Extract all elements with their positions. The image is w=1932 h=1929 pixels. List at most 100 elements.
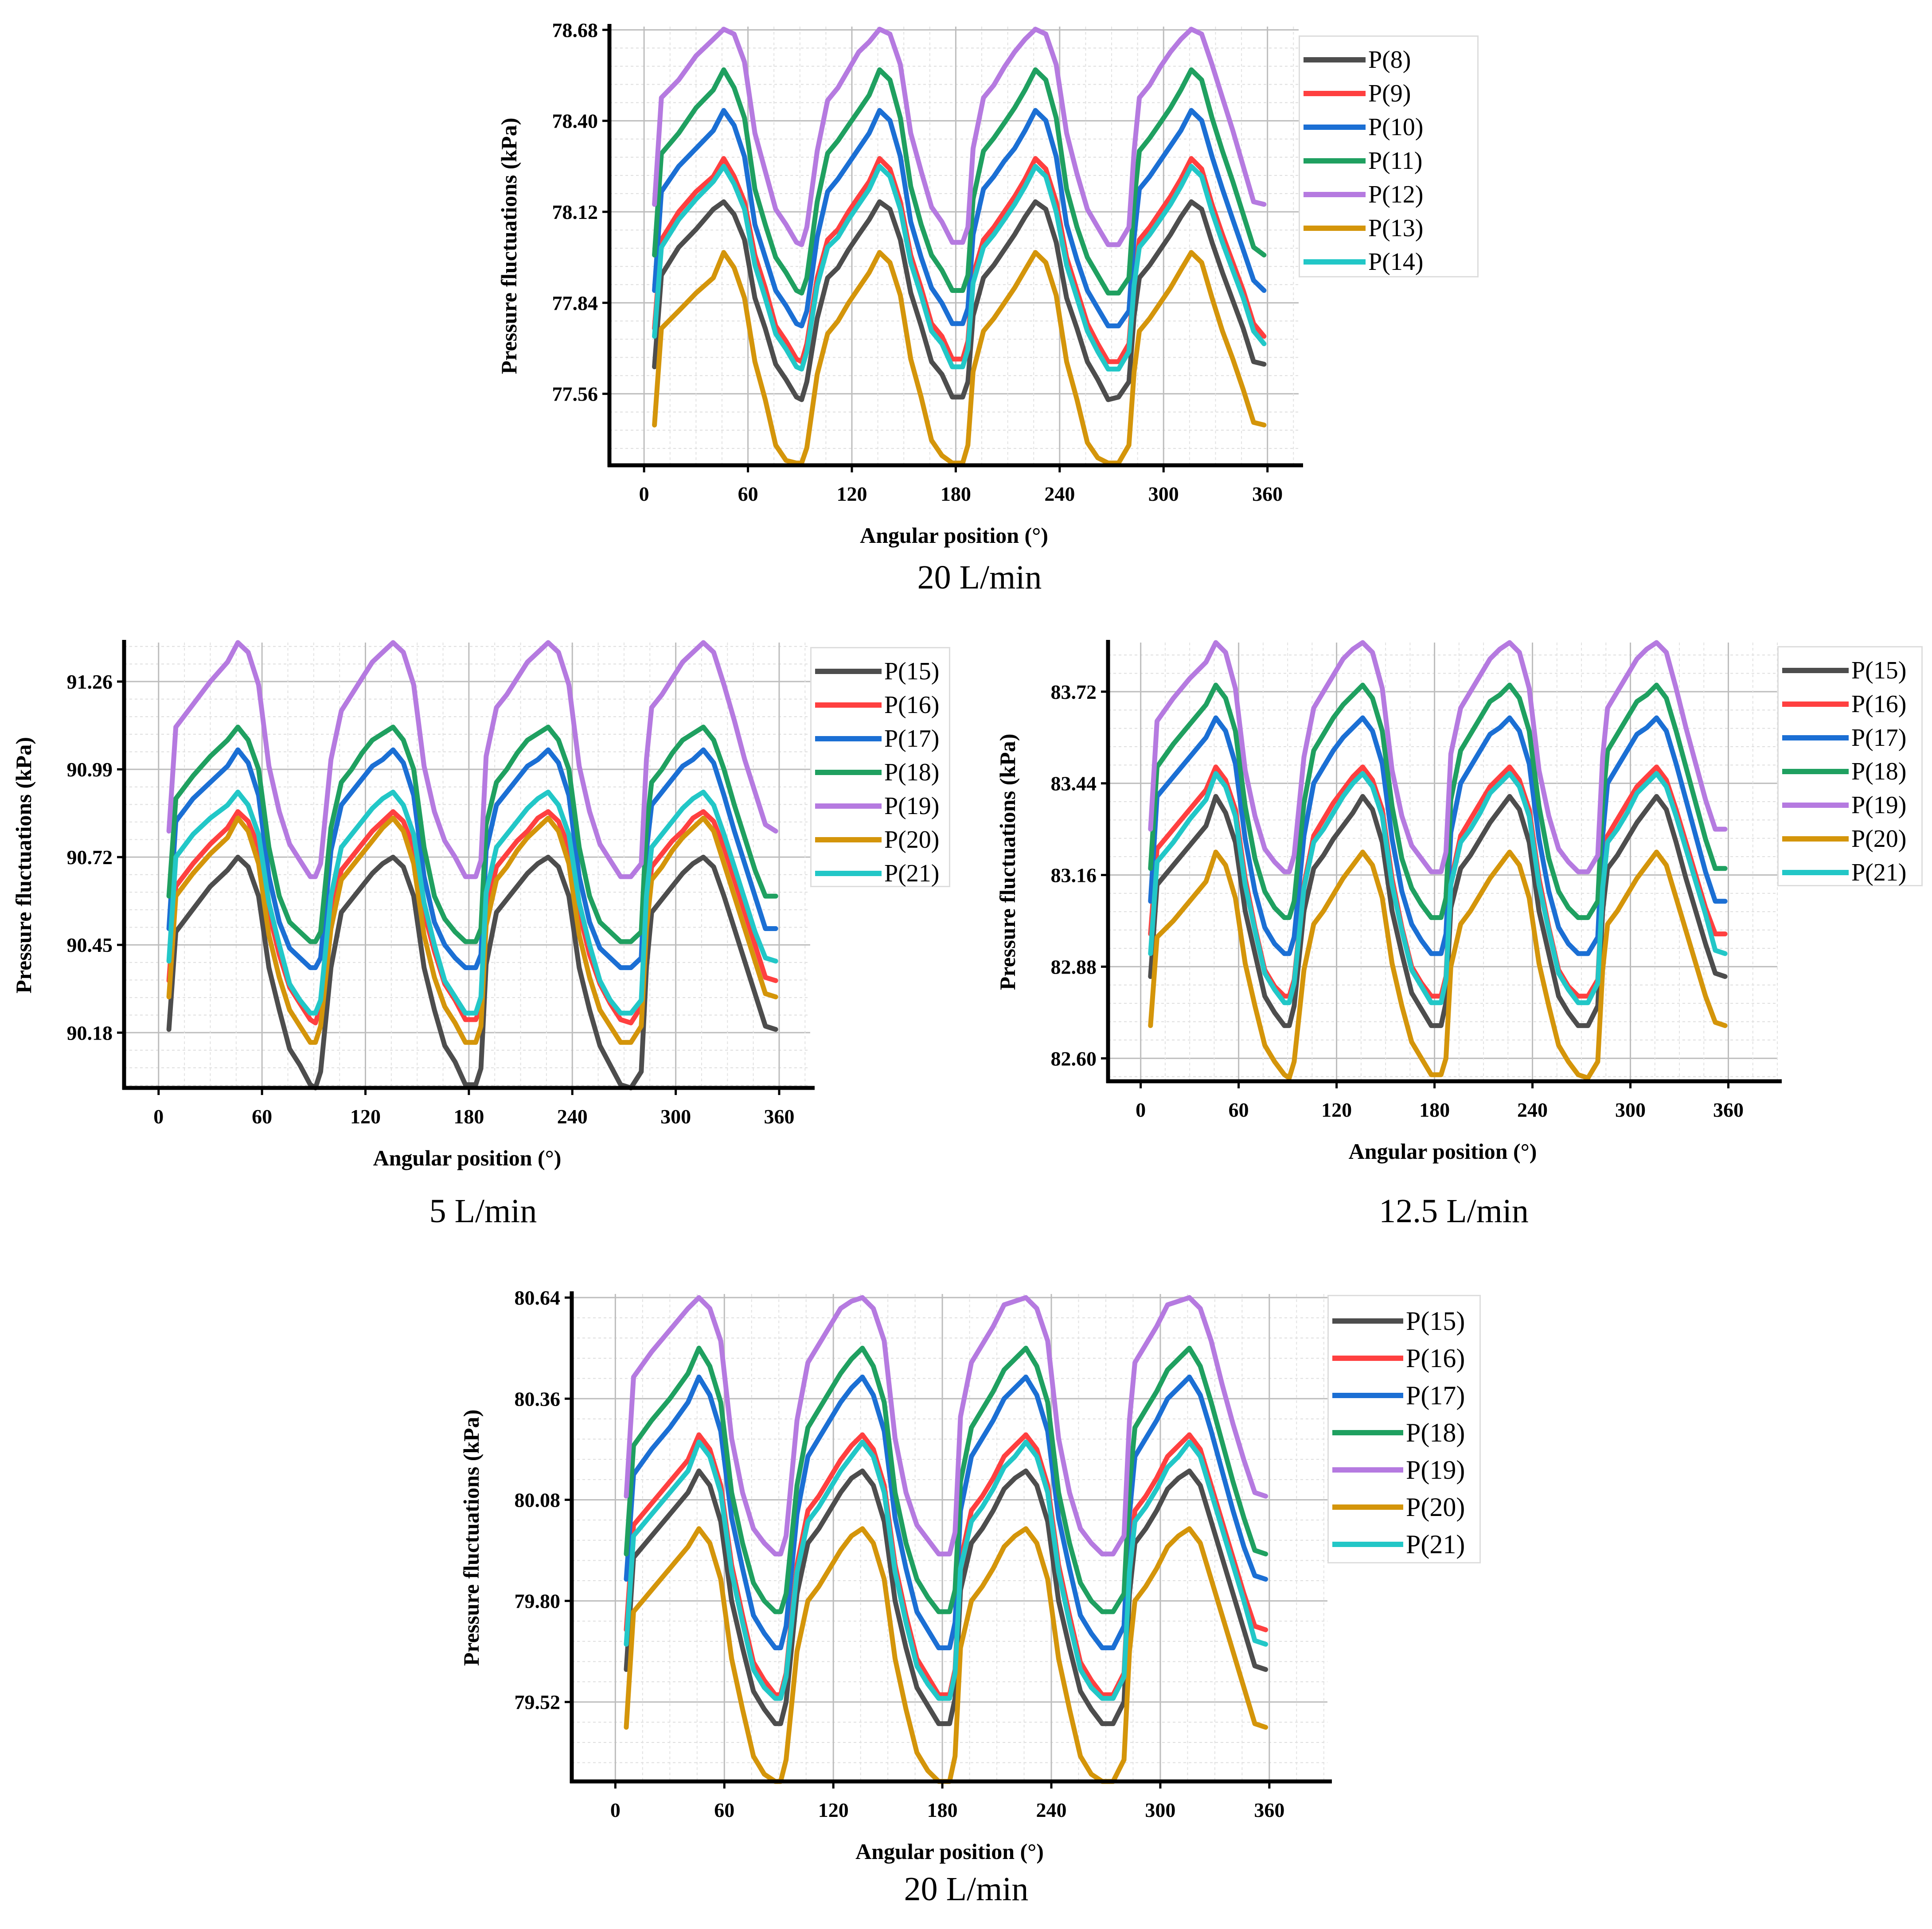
legend-item-p19: P(19) — [812, 789, 949, 823]
y-tick-label: 83.44 — [1051, 772, 1097, 795]
y-tick-label: 77.84 — [552, 292, 598, 314]
x-tick-label: 120 — [818, 1799, 849, 1821]
legend-swatch — [815, 871, 882, 876]
legend-swatch — [1304, 158, 1366, 164]
x-axis-title: Angular position (°) — [860, 523, 1048, 548]
legend-swatch — [1304, 91, 1366, 96]
x-tick-label: 360 — [1713, 1099, 1744, 1121]
legend-label: P(20) — [1851, 825, 1907, 853]
series-line-p13 — [652, 250, 1267, 466]
legend-label: P(20) — [1406, 1493, 1465, 1522]
legend-swatch — [1332, 1467, 1403, 1473]
legend-label: P(11) — [1368, 147, 1423, 175]
y-axis-title: Pressure fluctuations (kPa) — [11, 737, 36, 994]
series-lines — [624, 1295, 1268, 1784]
legend-label: P(13) — [1368, 214, 1424, 242]
chart-panel-middle-left-5-lmin: 90.18 90.45 90.72 90.99 91.26 0 60 120 180 240 300… — [0, 634, 966, 1254]
series-line-p18 — [624, 1345, 1268, 1614]
series-line-p17 — [624, 1374, 1268, 1650]
legend-label: P(12) — [1368, 181, 1424, 208]
series-line-p21 — [624, 1439, 1268, 1701]
y-tick-label: 90.99 — [67, 758, 113, 781]
legend-label: P(16) — [1406, 1344, 1465, 1373]
x-tick-label: 60 — [252, 1105, 272, 1128]
legend-swatch — [815, 837, 882, 842]
chart-caption-middle-right: 12.5 L/min — [1379, 1192, 1529, 1230]
y-tick-label: 82.88 — [1051, 955, 1097, 978]
x-tick-label: 60 — [738, 483, 758, 505]
legend-label: P(16) — [1851, 690, 1907, 718]
legend-swatch — [815, 669, 882, 674]
legend-item-p18: P(18) — [1779, 755, 1921, 788]
series-line-p14 — [652, 164, 1267, 372]
x-tick-label: 300 — [660, 1105, 691, 1128]
x-tick-label: 120 — [1321, 1099, 1352, 1121]
x-tick-label: 180 — [941, 483, 971, 505]
series-line-p8 — [652, 199, 1267, 402]
chart-caption-bottom: 20 L/min — [904, 1871, 1029, 1908]
chart-legend-middle-left: P(15) P(16) P(17) P(18) P(19) P(20) P(21) — [810, 647, 950, 887]
y-tick-label: 78.40 — [552, 110, 598, 132]
series-line-p20 — [1148, 850, 1728, 1081]
legend-item-p14: P(14) — [1300, 245, 1477, 279]
legend-label: P(18) — [1851, 758, 1907, 785]
legend-item-p10: P(10) — [1300, 110, 1477, 144]
legend-label: P(21) — [1851, 859, 1907, 886]
legend-swatch — [1782, 836, 1849, 842]
series-line-p12 — [652, 27, 1267, 247]
series-line-p18 — [1148, 682, 1728, 920]
legend-swatch — [1304, 259, 1366, 265]
x-axis-title: Angular position (°) — [1349, 1139, 1537, 1164]
y-axis-title: Pressure fluctuations (kPa) — [995, 734, 1020, 990]
x-tick-label: 120 — [836, 483, 867, 505]
x-tick-label: 180 — [927, 1799, 958, 1821]
x-tick-label: 0 — [639, 483, 649, 505]
legend-item-p18: P(18) — [812, 756, 949, 789]
series-line-p15 — [1148, 794, 1728, 1028]
y-tick-label: 83.72 — [1051, 681, 1097, 703]
legend-swatch — [1782, 668, 1849, 673]
x-tick-label: 60 — [1229, 1099, 1249, 1121]
x-tick-label: 0 — [610, 1799, 621, 1821]
legend-label: P(21) — [884, 860, 940, 887]
series-line-p10 — [652, 108, 1267, 328]
legend-label: P(14) — [1368, 248, 1424, 276]
x-tick-label: 0 — [153, 1105, 164, 1128]
chart-plot-bottom: 79.52 79.80 80.08 80.36 80.64 0 60 120 180 240 300… — [459, 1286, 1332, 1864]
series-line-p19 — [1148, 640, 1728, 874]
y-axis-title: Pressure fluctuations (kPa) — [496, 118, 521, 374]
x-tick-label: 240 — [1517, 1099, 1548, 1121]
series-lines — [652, 27, 1267, 466]
legend-swatch — [1304, 226, 1366, 231]
series-lines — [1148, 640, 1728, 1081]
chart-caption-top: 20 L/min — [917, 559, 1042, 596]
chart-panel-bottom-20-lmin: 79.52 79.80 80.08 80.36 80.64 0 60 120 180 240 300… — [443, 1276, 1507, 1923]
series-lines — [166, 640, 778, 1091]
legend-item-p8: P(8) — [1300, 43, 1477, 77]
legend-label: P(15) — [1406, 1306, 1465, 1336]
legend-item-p15: P(15) — [812, 655, 949, 688]
y-tick-label: 79.52 — [515, 1691, 561, 1714]
legend-item-p21: P(21) — [1329, 1526, 1479, 1563]
y-tick-label: 83.16 — [1051, 864, 1097, 887]
series-line-p21 — [1148, 771, 1728, 1005]
legend-item-p13: P(13) — [1300, 211, 1477, 245]
chart-plot-middle-left: 90.18 90.45 90.72 90.99 91.26 0 60 120 180 240 300… — [11, 640, 815, 1170]
legend-swatch — [1782, 870, 1849, 875]
series-line-p19 — [166, 640, 778, 879]
legend-swatch — [1332, 1393, 1403, 1398]
gridlines — [572, 1294, 1327, 1781]
legend-swatch — [1782, 735, 1849, 740]
x-tick-label: 240 — [1036, 1799, 1067, 1821]
x-tick-label: 300 — [1615, 1099, 1646, 1121]
legend-swatch — [1304, 125, 1366, 130]
x-axis-title: Angular position (°) — [855, 1839, 1044, 1864]
x-tick-label: 360 — [1254, 1799, 1284, 1821]
x-tick-label: 360 — [764, 1105, 794, 1128]
legend-item-p18: P(18) — [1329, 1414, 1479, 1451]
legend-label: P(16) — [884, 691, 940, 719]
y-tick-label: 90.45 — [67, 934, 113, 956]
legend-item-p20: P(20) — [1329, 1489, 1479, 1526]
x-tick-label: 360 — [1252, 483, 1283, 505]
chart-panel-middle-right-12-5-lmin: 82.60 82.88 83.16 83.44 83.72 0 60 120 180 240 300… — [980, 634, 1928, 1254]
